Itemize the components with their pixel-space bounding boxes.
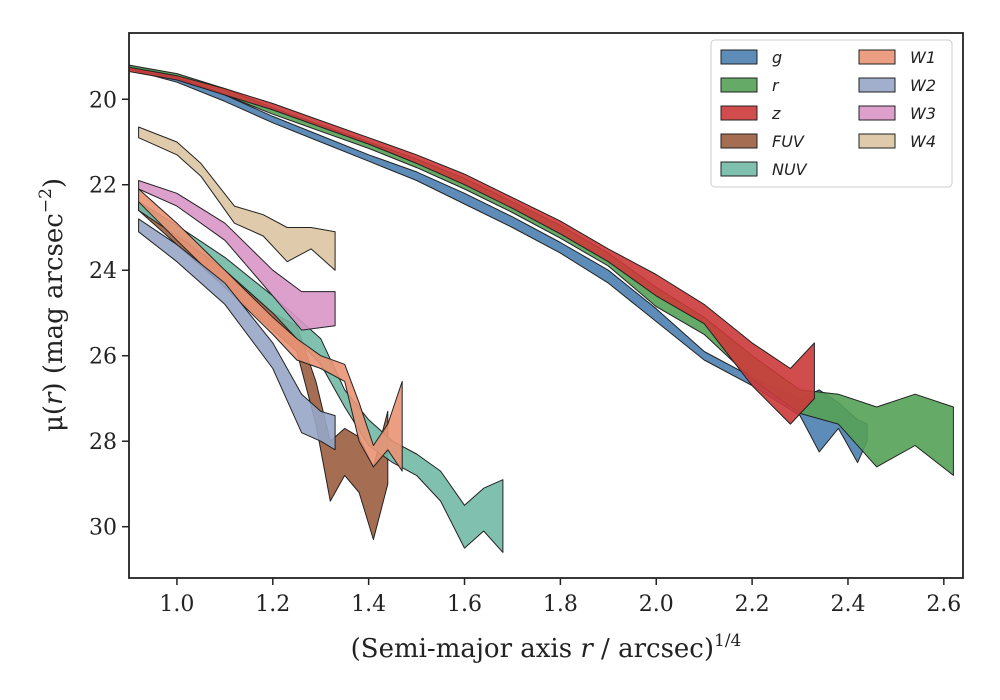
profile-bands	[128, 64, 954, 553]
y-axis-label: μ(r) (mag arcsec−2)	[36, 178, 69, 432]
y-tick-label: 22	[89, 174, 117, 199]
legend-swatch-r	[720, 77, 758, 93]
legend-label-w2: W2	[910, 76, 936, 95]
band-w4	[138, 126, 336, 271]
y-tick-label: 30	[89, 516, 117, 541]
legend-swatch-w3	[858, 105, 896, 121]
legend-swatch-w1	[858, 49, 896, 65]
legend-swatch-fuv	[720, 133, 758, 149]
x-tick-label: 2.4	[830, 592, 865, 617]
legend-swatch-w2	[858, 77, 896, 93]
legend-label-w3: W3	[910, 104, 936, 123]
legend-items: grz FUV NUV W1 W2 W3 W4	[720, 48, 936, 179]
plot-frame	[128, 32, 964, 579]
band-w2	[138, 218, 336, 451]
x-tick-label: 1.8	[543, 592, 578, 617]
y-axis-ticks: 20 22 24 26 28 30	[89, 88, 129, 541]
x-axis-ticks: 1.0 1.2 1.4 1.6 1.8 2.0 2.2 2.4 2.6	[159, 578, 961, 617]
x-tick-label: 1.0	[159, 592, 194, 617]
legend-label-w1: W1	[910, 48, 936, 67]
y-tick-label: 20	[89, 88, 117, 113]
legend-swatch-w4	[858, 133, 896, 149]
x-tick-label: 2.0	[639, 592, 674, 617]
x-tick-label: 1.6	[447, 592, 482, 617]
legend: grz FUV NUV W1 W2 W3 W4	[710, 39, 953, 188]
legend-label-nuv: NUV	[772, 160, 808, 179]
legend-swatch-nuv	[720, 161, 758, 177]
band-nuv	[138, 201, 504, 553]
x-tick-label: 1.4	[351, 592, 386, 617]
band-w1	[138, 188, 403, 472]
legend-label-w4: W4	[910, 132, 936, 151]
legend-label-fuv: FUV	[772, 132, 805, 151]
band-w3	[138, 180, 336, 331]
y-tick-label: 24	[89, 259, 117, 284]
legend-box	[710, 39, 953, 188]
legend-label-g: g	[772, 48, 782, 67]
y-tick-label: 26	[89, 345, 117, 370]
x-tick-label: 2.6	[926, 592, 961, 617]
y-tick-label: 28	[89, 430, 117, 455]
legend-swatch-g	[720, 49, 758, 65]
legend-label-r: r	[772, 76, 780, 95]
x-axis-label: (Semi-major axis r / arcsec)1/4	[351, 631, 742, 664]
legend-label-z: z	[771, 104, 781, 123]
band-z	[128, 66, 815, 425]
legend-swatch-z	[720, 105, 758, 121]
x-tick-label: 1.2	[255, 592, 290, 617]
x-tick-label: 2.2	[735, 592, 770, 617]
